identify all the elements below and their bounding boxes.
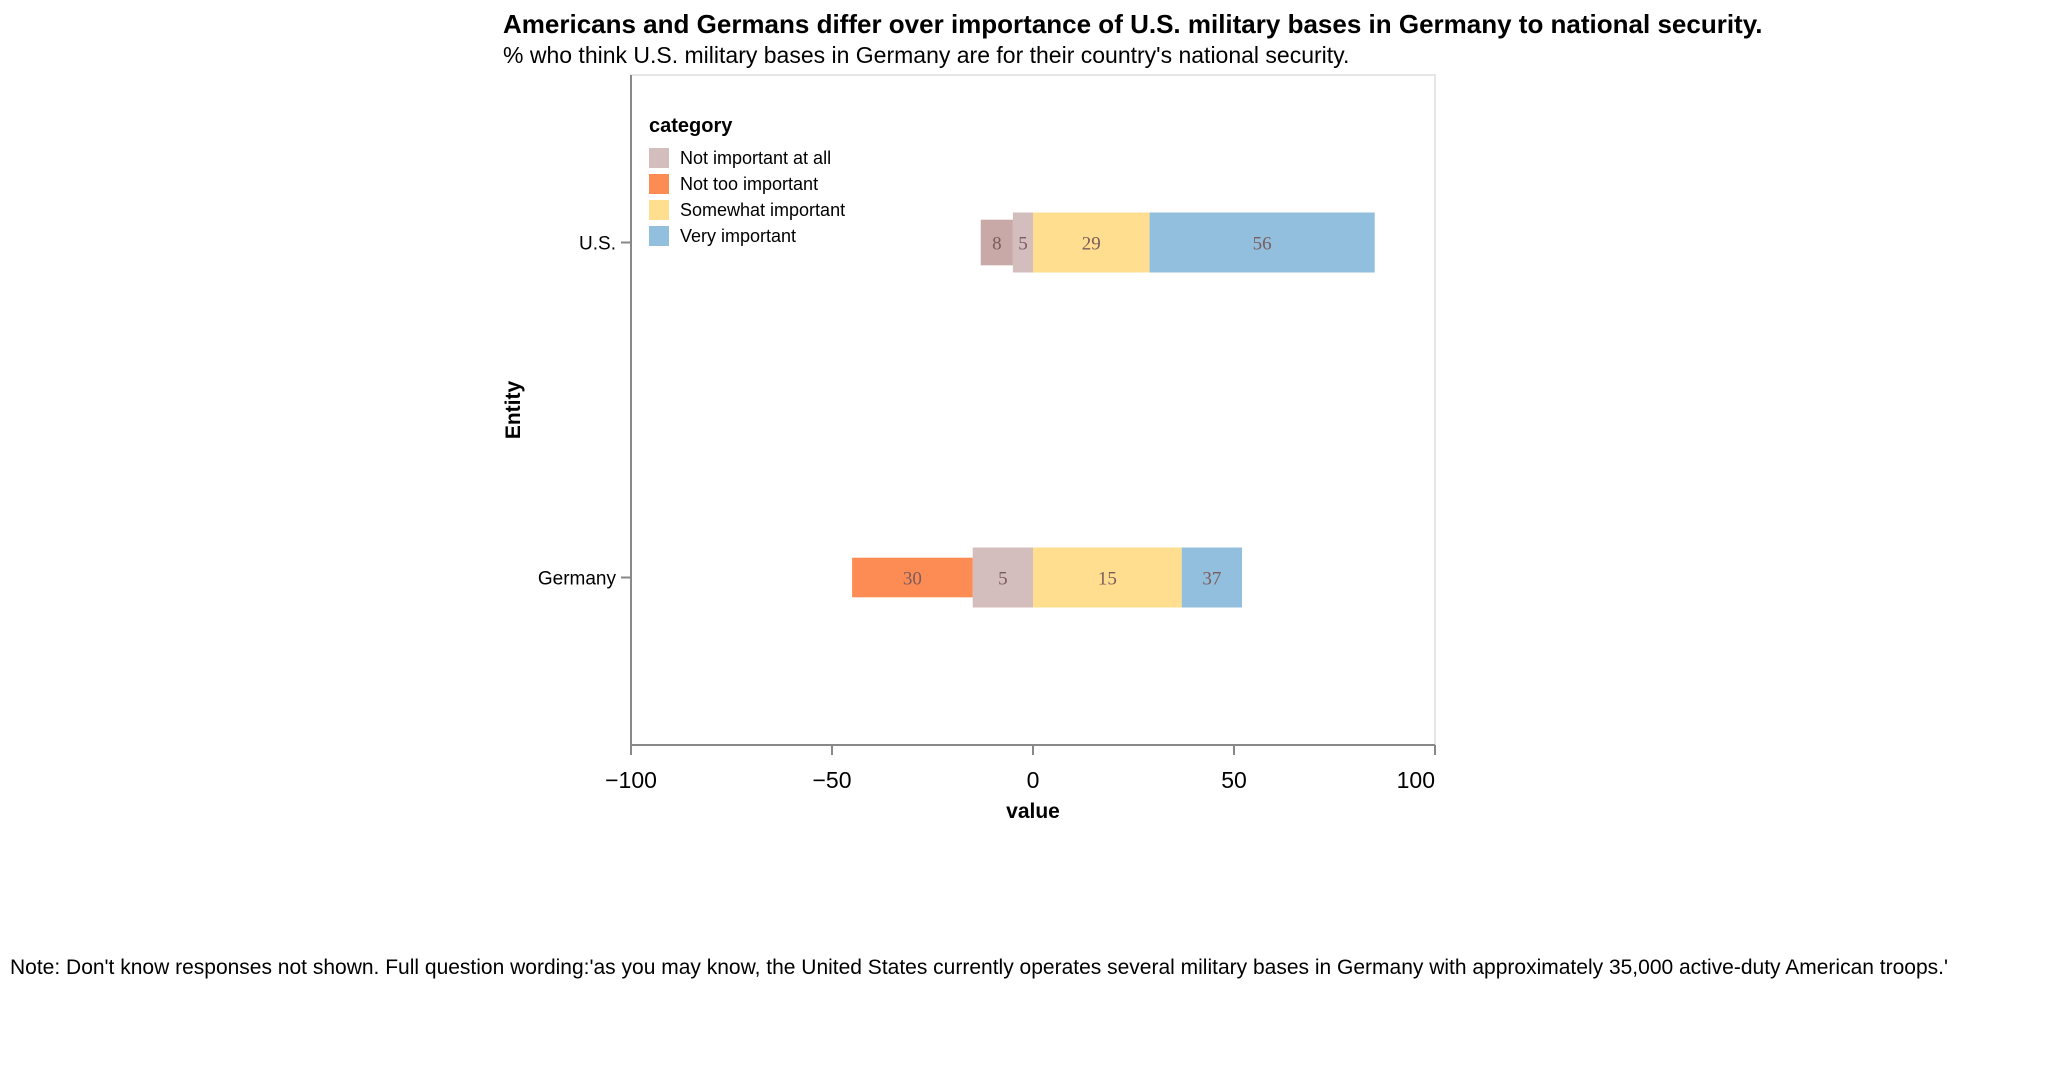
y-axis-ticks: U.S. Germany xyxy=(538,234,631,590)
x-tick-label: −100 xyxy=(605,767,657,793)
bar-value-label: 56 xyxy=(1253,234,1272,255)
bar-value-label: 5 xyxy=(1018,234,1028,255)
y-tick-label: U.S. xyxy=(579,234,616,255)
bar-not-too-important xyxy=(980,219,1013,266)
bar-value-label: 30 xyxy=(903,569,922,590)
legend-title: category xyxy=(649,115,733,137)
legend-label: Not too important xyxy=(680,174,818,194)
chart-title: Americans and Germans differ over import… xyxy=(503,9,1762,39)
bar-somewhat-important xyxy=(1033,212,1150,273)
bar-not-important-at-all xyxy=(1012,212,1033,273)
bar-value-label: 15 xyxy=(1098,569,1117,590)
bar-somewhat-important xyxy=(1033,547,1182,608)
legend: category Not important at all Not too imp… xyxy=(649,115,845,246)
bar-value-label: 5 xyxy=(998,569,1008,590)
bar-value-label: 29 xyxy=(1082,234,1101,255)
y-axis-title: Entity xyxy=(502,381,525,440)
bar-not-too-important xyxy=(852,557,973,598)
bar-not-important-at-all xyxy=(972,547,1033,608)
x-tick-label: 100 xyxy=(1397,767,1435,793)
x-axis-ticks: −100 −50 0 50 100 xyxy=(605,745,1436,793)
x-tick-label: 0 xyxy=(1027,767,1040,793)
bars-layer xyxy=(852,212,1375,608)
legend-swatch xyxy=(649,200,669,220)
x-tick-label: −50 xyxy=(812,767,851,793)
x-axis-title: value xyxy=(1006,800,1060,823)
chart-subtitle: % who think U.S. military bases in Germa… xyxy=(503,42,1349,68)
x-tick-label: 50 xyxy=(1221,767,1247,793)
bar-very-important xyxy=(1149,212,1375,273)
bar-very-important xyxy=(1181,547,1243,608)
bar-value-label: 37 xyxy=(1202,569,1221,590)
footnote: Note: Don't know responses not shown. Fu… xyxy=(10,956,1948,979)
legend-swatch xyxy=(649,226,669,246)
legend-label: Somewhat important xyxy=(680,200,845,220)
y-tick-label: Germany xyxy=(538,569,617,590)
legend-swatch xyxy=(649,148,669,168)
legend-label: Not important at all xyxy=(680,148,831,168)
bar-value-label: 8 xyxy=(992,234,1002,255)
legend-swatch xyxy=(649,174,669,194)
legend-label: Very important xyxy=(680,226,796,246)
